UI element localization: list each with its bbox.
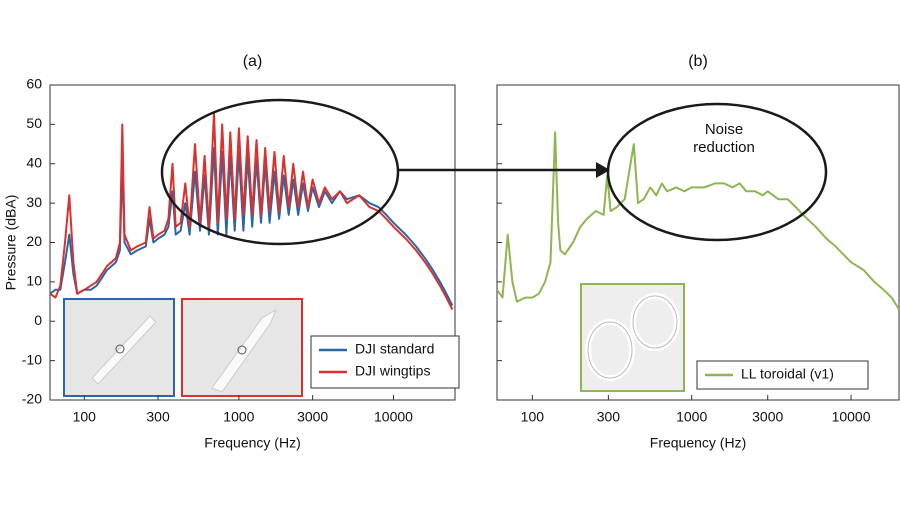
y-tick-label: -10 <box>22 351 42 367</box>
x-tick-label: 1000 <box>676 409 707 425</box>
x-tick-label: 1000 <box>223 409 254 425</box>
series-line <box>50 147 454 306</box>
legend-box <box>310 335 460 389</box>
y-tick-label: 0 <box>34 312 42 328</box>
y-tick-label: 30 <box>26 194 42 210</box>
x-axis-label: Frequency (Hz) <box>650 435 746 451</box>
x-tick-label: 3000 <box>752 409 783 425</box>
annotation: Noise reduction <box>693 121 755 156</box>
highlight-ellipse <box>160 98 400 246</box>
y-tick-label: 50 <box>26 115 42 131</box>
y-tick-label: 10 <box>26 273 42 289</box>
y-axis-label: Pressure (dBA) <box>3 195 19 291</box>
legend-label: LL toroidal (v1) <box>741 366 834 382</box>
y-tick-label: -20 <box>22 391 42 407</box>
x-tick-label: 10000 <box>832 409 871 425</box>
x-tick-label: 300 <box>597 409 621 425</box>
inset-wingtips <box>181 298 303 397</box>
inset-standard <box>63 298 175 397</box>
series-line <box>50 111 454 310</box>
y-tick-label: 40 <box>26 154 42 170</box>
x-tick-label: 100 <box>73 409 97 425</box>
x-tick-label: 3000 <box>297 409 328 425</box>
y-tick-label: 20 <box>26 233 42 249</box>
x-tick-label: 300 <box>146 409 170 425</box>
plot-frame <box>496 84 900 401</box>
legend-label: DJI standard <box>355 341 434 357</box>
y-tick-label: 60 <box>26 76 42 92</box>
x-tick-label: 10000 <box>374 409 413 425</box>
highlight-ellipse <box>606 102 828 242</box>
panel-title: (a) <box>243 53 263 70</box>
x-axis-label: Frequency (Hz) <box>204 435 300 451</box>
series-line <box>497 131 899 310</box>
inset-toroidal <box>580 283 685 392</box>
legend-label: DJI wingtips <box>355 363 430 379</box>
x-tick-label: 100 <box>521 409 545 425</box>
panel-title: (b) <box>688 53 708 70</box>
arrow-head <box>596 162 610 178</box>
